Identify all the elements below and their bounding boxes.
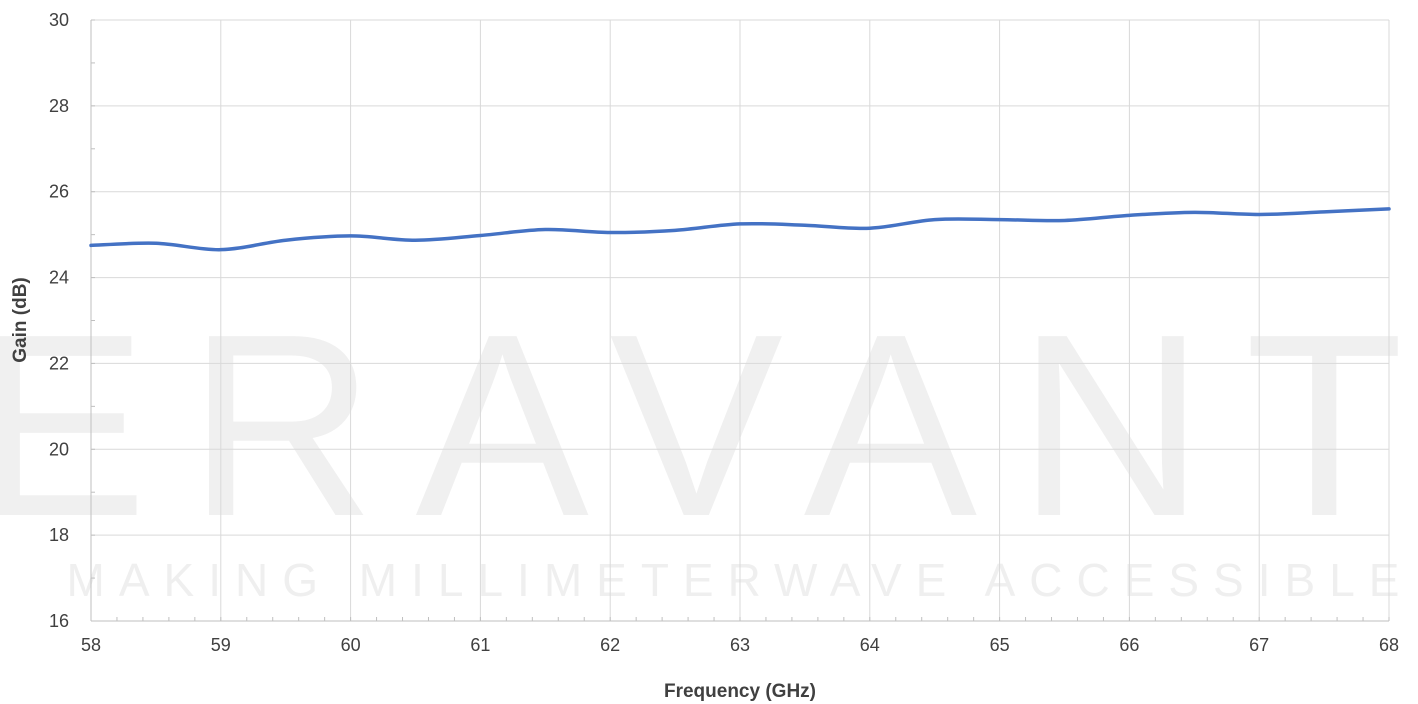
x-tick-label: 65 [990,635,1010,655]
x-tick-label: 63 [730,635,750,655]
x-tick-labels: 58 59 60 61 62 63 64 65 66 67 68 [81,635,1399,655]
gain-series-line [89,207,1391,252]
y-tick-label: 26 [49,182,69,202]
x-tick-label: 58 [81,635,101,655]
y-tick-label: 22 [49,353,69,373]
y-tick-label: 28 [49,96,69,116]
y-axis-title: Gain (dB) [10,277,31,363]
x-tick-label: 67 [1249,635,1269,655]
y-tick-label: 24 [49,268,69,288]
watermark: ERAVANT MAKING MILLIMETERWAVE ACCESSIBLE [0,281,1418,606]
x-tick-label: 62 [600,635,620,655]
watermark-tagline: MAKING MILLIMETERWAVE ACCESSIBLE [67,554,1414,606]
y-tick-label: 18 [49,525,69,545]
x-tick-label: 66 [1119,635,1139,655]
x-axis-title: Frequency (GHz) [664,681,816,702]
series-layer [89,207,1391,252]
y-tick-labels: 16 18 20 22 24 26 28 30 [49,10,69,631]
y-tick-label: 20 [49,439,69,459]
x-tick-label: 61 [470,635,490,655]
y-tick-label: 30 [49,10,69,30]
x-tick-label: 60 [341,635,361,655]
x-tick-label: 64 [860,635,880,655]
watermark-brand: ERAVANT [0,281,1418,571]
axes [90,20,1389,622]
x-tick-label: 59 [211,635,231,655]
y-tick-label: 16 [49,611,69,631]
x-tick-label: 68 [1379,635,1399,655]
